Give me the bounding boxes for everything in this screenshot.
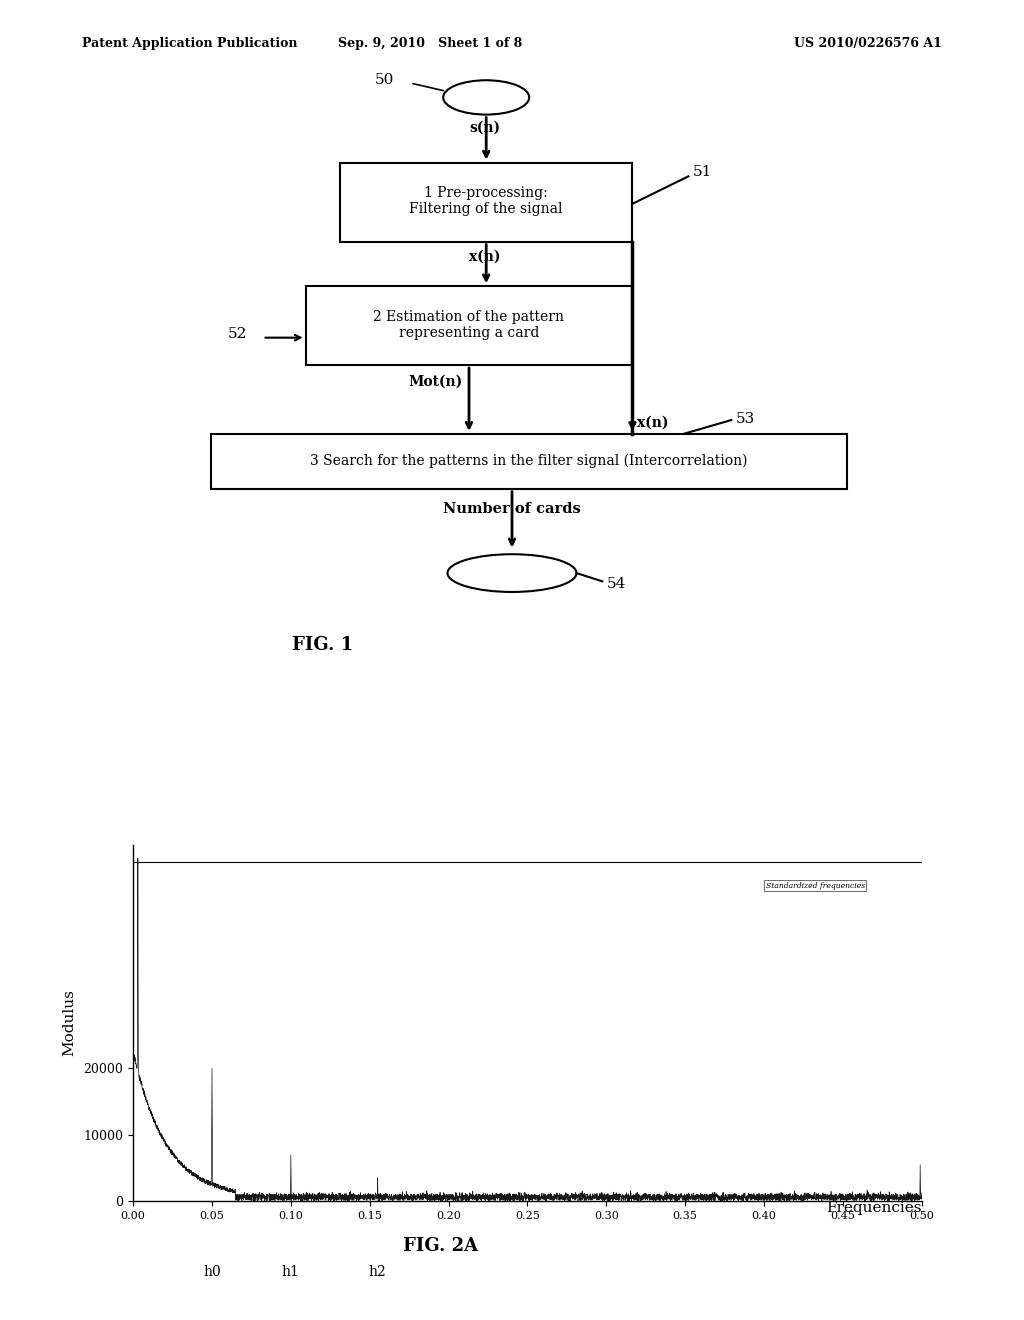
Text: Standardized frequencies: Standardized frequencies <box>766 882 864 890</box>
Text: Number of cards: Number of cards <box>443 502 581 516</box>
Text: 2 Estimation of the pattern
representing a card: 2 Estimation of the pattern representing… <box>374 310 564 341</box>
Text: 51: 51 <box>692 165 712 180</box>
Text: 54: 54 <box>606 577 626 591</box>
Text: 52: 52 <box>228 326 248 341</box>
Text: 50: 50 <box>375 73 394 87</box>
Text: h0: h0 <box>203 1266 221 1279</box>
Text: 3 Search for the patterns in the filter signal (Intercorrelation): 3 Search for the patterns in the filter … <box>310 454 748 469</box>
Text: FIG. 1: FIG. 1 <box>292 636 353 653</box>
Text: 53: 53 <box>735 412 755 426</box>
FancyBboxPatch shape <box>340 162 633 242</box>
Text: Frequencies: Frequencies <box>826 1201 922 1214</box>
Text: Mot(n): Mot(n) <box>409 375 463 388</box>
FancyBboxPatch shape <box>211 434 848 488</box>
Text: x(n): x(n) <box>637 416 669 430</box>
Text: US 2010/0226576 A1: US 2010/0226576 A1 <box>795 37 942 50</box>
FancyBboxPatch shape <box>305 286 633 366</box>
Text: s(n): s(n) <box>469 120 500 135</box>
Text: Patent Application Publication: Patent Application Publication <box>82 37 297 50</box>
Text: h2: h2 <box>369 1266 386 1279</box>
Text: x(n): x(n) <box>469 249 501 264</box>
Text: h1: h1 <box>282 1266 300 1279</box>
Text: 1 Pre-processing:
Filtering of the signal: 1 Pre-processing: Filtering of the signa… <box>410 186 563 216</box>
Text: Sep. 9, 2010   Sheet 1 of 8: Sep. 9, 2010 Sheet 1 of 8 <box>338 37 522 50</box>
Y-axis label: Modulus: Modulus <box>62 990 77 1056</box>
Text: FIG. 2A: FIG. 2A <box>402 1237 478 1255</box>
